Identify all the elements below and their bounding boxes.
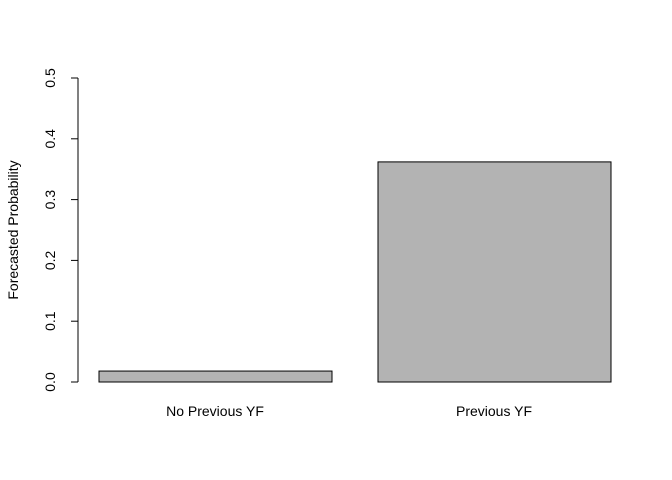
- y-axis: 0.0 0.1 0.2 0.3 0.4 0.5: [42, 68, 79, 392]
- x-category-label-0: No Previous YF: [166, 403, 264, 419]
- x-axis-labels: No Previous YF Previous YF: [166, 403, 532, 419]
- y-tick-label-1: 0.1: [42, 311, 58, 331]
- bar-0: [98, 370, 333, 383]
- y-tick-label-5: 0.5: [42, 68, 58, 88]
- y-tick-label-4: 0.4: [42, 129, 58, 149]
- bars-group: [98, 161, 612, 383]
- y-tick-label-0: 0.0: [42, 372, 58, 392]
- y-tick-label-2: 0.2: [42, 250, 58, 270]
- x-category-label-1: Previous YF: [456, 403, 532, 419]
- bar-1: [377, 161, 612, 383]
- y-tick-label-3: 0.3: [42, 190, 58, 210]
- y-axis-title: Forecasted Probability: [5, 160, 21, 299]
